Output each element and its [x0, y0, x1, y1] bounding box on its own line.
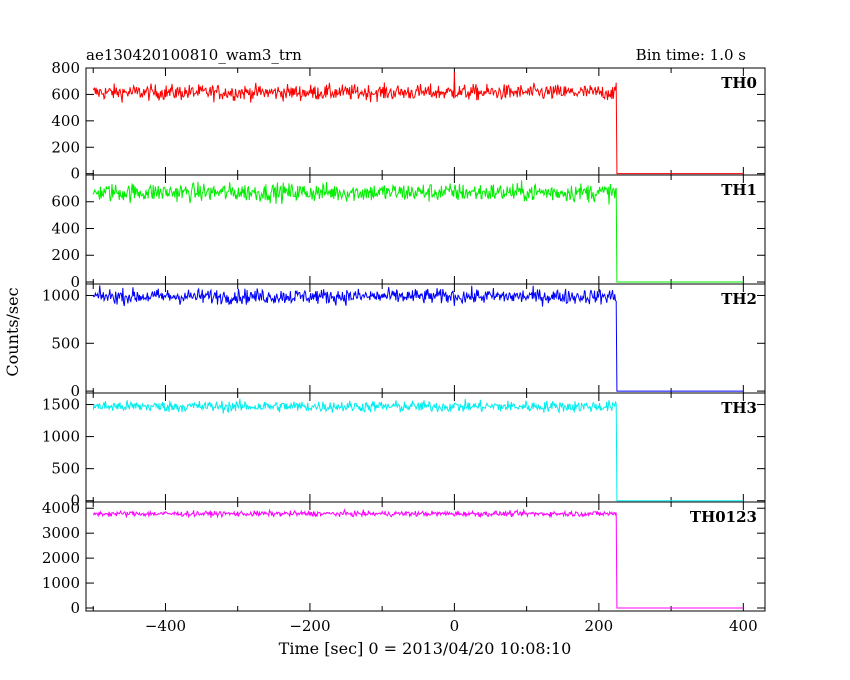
panels-group: 0 200 400 600 800 TH0 0 200 400 600 TH1 0 500 1000 TH2… — [42, 59, 766, 635]
x-tick-label: −400 — [145, 617, 186, 635]
y-tick-label: 200 — [51, 246, 80, 264]
panel-th0: 0 200 400 600 800 TH0 — [51, 59, 766, 183]
series-line-th0 — [92, 71, 744, 175]
x-tick-label: 200 — [585, 617, 614, 635]
y-tick-label: 400 — [51, 219, 80, 237]
y-tick-label: 500 — [51, 460, 80, 478]
y-tick-label: 400 — [51, 112, 80, 130]
panel-label: TH0 — [721, 74, 757, 92]
panel-th3: 0 500 1000 1500 TH3 — [42, 392, 766, 510]
panel-frame — [85, 67, 766, 176]
panel-frame — [85, 283, 766, 394]
y-tick-label: 600 — [51, 85, 80, 103]
y-tick-label: 4000 — [42, 499, 80, 517]
series-line-th2 — [92, 285, 744, 392]
panel-label: TH0123 — [690, 508, 757, 526]
panel-th2: 0 500 1000 TH2 — [42, 283, 766, 400]
y-tick-label: 1500 — [42, 396, 80, 414]
y-tick-label: 0 — [70, 492, 80, 510]
chart-title: ae130420100810_wam3_trn — [86, 46, 302, 64]
panel-th0123: 0 1000 2000 3000 4000 TH0123 — [42, 499, 766, 617]
y-tick-label: 0 — [70, 599, 80, 617]
y-tick-label: 2000 — [42, 549, 80, 567]
y-tick-label: 600 — [51, 193, 80, 211]
panel-frame — [85, 392, 766, 503]
y-tick-label: 500 — [51, 334, 80, 352]
x-tick-label: −200 — [289, 617, 330, 635]
bin-time-label: Bin time: 1.0 s — [636, 46, 746, 64]
y-tick-label: 0 — [70, 165, 80, 183]
panel-label: TH2 — [721, 290, 757, 308]
panel-th1: 0 200 400 600 TH1 — [51, 174, 766, 291]
series-line-th1 — [92, 180, 744, 283]
y-tick-label: 800 — [51, 59, 80, 77]
y-tick-label: 0 — [70, 273, 80, 291]
y-tick-label: 3000 — [42, 524, 80, 542]
panel-frame — [85, 501, 766, 612]
y-tick-label: 200 — [51, 138, 80, 156]
panel-label: TH3 — [721, 399, 757, 417]
y-axis-title: Counts/sec — [3, 287, 22, 376]
series-line-th0123 — [92, 508, 744, 609]
x-tick-label: 0 — [450, 617, 460, 635]
x-tick-label: 400 — [729, 617, 758, 635]
y-tick-label: 1000 — [42, 286, 80, 304]
y-tick-label: 1000 — [42, 428, 80, 446]
x-axis-title: Time [sec] 0 = 2013/04/20 10:08:10 — [279, 639, 572, 658]
series-line-th3 — [92, 398, 744, 502]
y-tick-label: 1000 — [42, 574, 80, 592]
panel-label: TH1 — [721, 181, 757, 199]
y-tick-label: 0 — [70, 382, 80, 400]
